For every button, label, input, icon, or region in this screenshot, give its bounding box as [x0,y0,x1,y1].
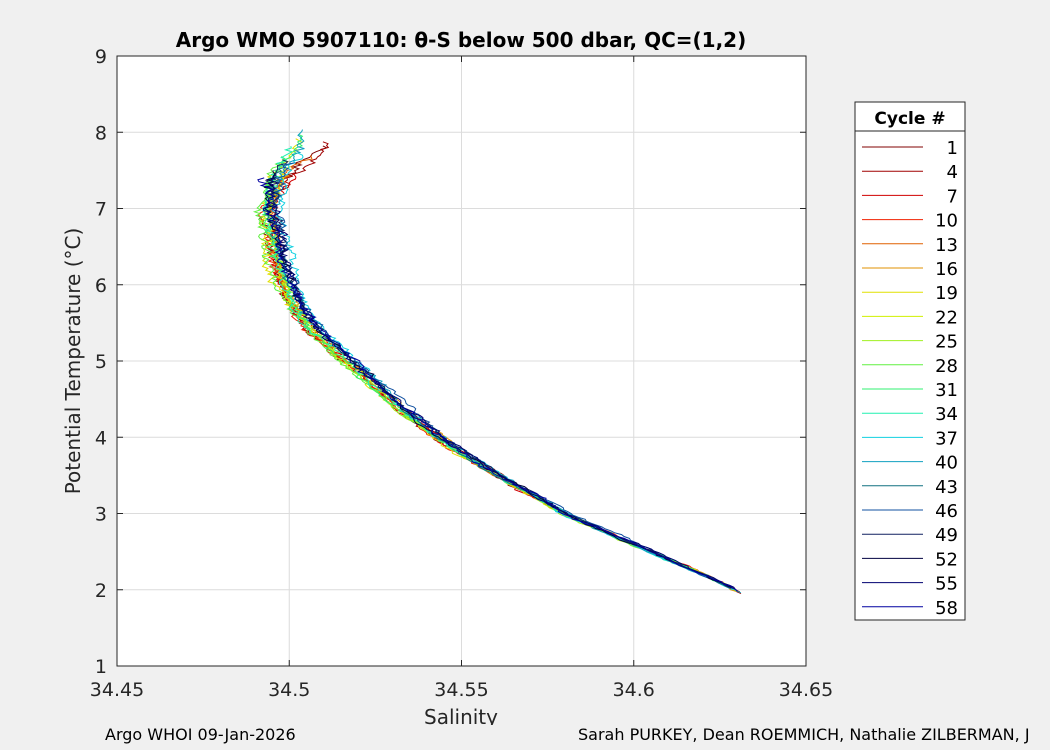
footer-left: Argo WHOI 09-Jan-2026 [105,725,296,744]
legend-label-52: 52 [935,549,958,570]
legend-label-49: 49 [935,525,958,546]
legend: Cycle # 1 4 7 10 13 16 19 22 25 28 31 34 37 40 43 46 49 5… [854,101,966,621]
legend-label-7: 7 [947,186,958,207]
y-tick-label: 1 [95,656,107,678]
legend-label-1: 1 [947,138,958,159]
y-tick-label: 3 [95,504,107,526]
x-tick-label: 34.6 [613,679,655,701]
y-tick-label: 6 [95,275,107,297]
profile-lines [252,129,742,595]
y-axis-label: Potential Temperature (°C) [61,228,85,495]
x-tick-label: 34.45 [90,679,144,701]
axis-ticks: 34.45 34.5 34.55 34.6 34.65 1 2 3 4 5 6 7 8 9 [90,46,833,701]
legend-label-55: 55 [935,574,958,595]
x-tick-label: 34.55 [434,679,488,701]
legend-label-19: 19 [935,283,958,304]
legend-label-13: 13 [935,235,958,256]
legend-label-25: 25 [935,332,958,353]
y-tick-label: 7 [95,199,107,221]
legend-label-31: 31 [935,380,958,401]
footer-right: Sarah PURKEY, Dean ROEMMICH, Nathalie ZI… [578,725,1030,744]
y-tick-label: 9 [95,46,107,68]
x-axis-label: Salinity [424,705,498,725]
legend-label-34: 34 [935,404,958,425]
chart-title: Argo WMO 5907110: θ-S below 500 dbar, QC… [176,28,746,52]
x-tick-label: 34.5 [268,679,310,701]
legend-label-40: 40 [935,453,958,474]
x-tick-label: 34.65 [779,679,833,701]
y-tick-label: 2 [95,580,107,602]
legend-box [854,101,966,621]
y-tick-label: 8 [95,122,107,144]
legend-label-10: 10 [935,211,958,232]
legend-label-4: 4 [947,162,958,183]
legend-label-58: 58 [935,598,958,619]
profile-line-cycle-58 [257,177,738,592]
legend-label-46: 46 [935,501,958,522]
y-tick-label: 4 [95,427,107,449]
legend-label-28: 28 [935,356,958,377]
y-tick-label: 5 [95,351,107,373]
legend-label-22: 22 [935,307,958,328]
legend-label-16: 16 [935,259,958,280]
legend-title: Cycle # [874,109,945,129]
legend-label-43: 43 [935,477,958,498]
legend-label-37: 37 [935,428,958,449]
